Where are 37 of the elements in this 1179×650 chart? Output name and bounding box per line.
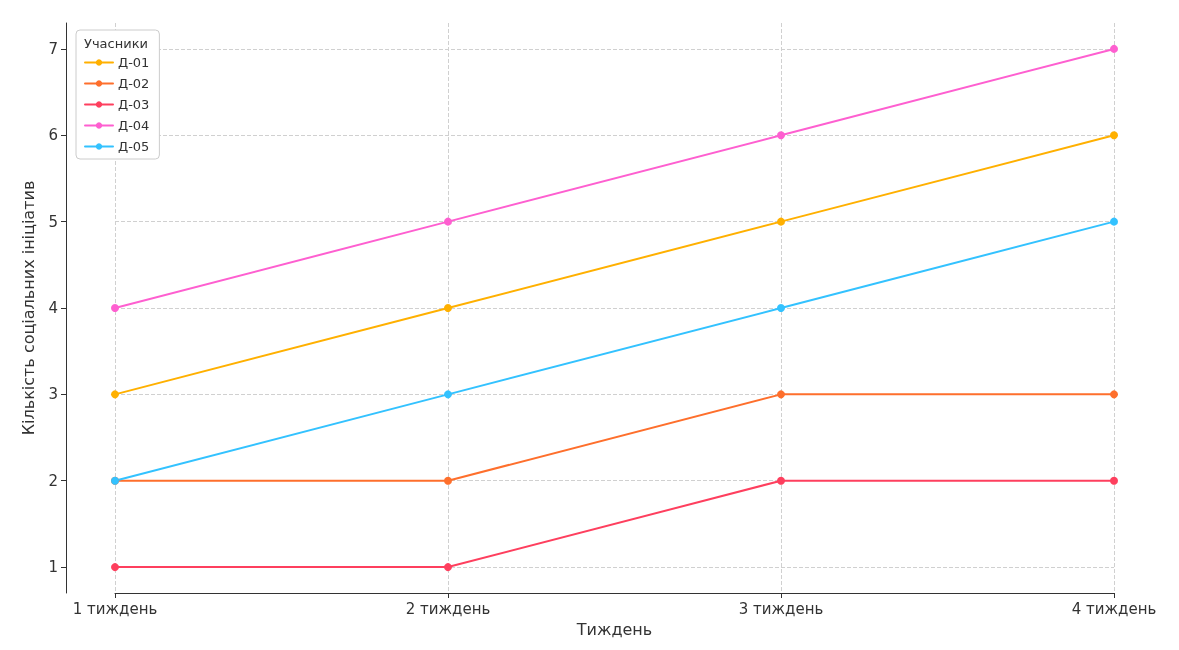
legend-label: Д-03 [118, 97, 150, 112]
point [111, 390, 119, 399]
x-tick-label: 4 тиждень [1071, 599, 1157, 618]
x-tick-label: 1 тиждень [72, 599, 158, 618]
point [444, 476, 452, 485]
y-tick-label: 1 [48, 558, 58, 577]
point [111, 304, 119, 312]
point [111, 563, 119, 572]
y-tick-label: 3 [48, 385, 58, 404]
y-tick-label: 4 [48, 299, 58, 317]
y-tick-label: 6 [48, 126, 58, 145]
y-axis-title: Кількість соціальних ініціатив [18, 180, 38, 436]
x-tick-label: 2 тиждень [405, 599, 491, 618]
y-tick-label: 5 [48, 212, 58, 231]
legend-label: Д-01 [118, 55, 150, 70]
x-axis-title: Тиждень [575, 619, 653, 639]
point [777, 217, 785, 226]
legend-title: Учасники [84, 36, 148, 51]
y-tick-label: 7 [48, 39, 58, 58]
point [444, 217, 452, 226]
point [1110, 44, 1118, 53]
legend-label: Д-02 [118, 76, 150, 91]
point [777, 390, 785, 399]
point [444, 304, 452, 312]
legend-label: Д-04 [118, 118, 150, 133]
point [1110, 390, 1118, 399]
y-tick-label: 2 [48, 471, 58, 490]
point [777, 304, 785, 312]
legend-label: Д-05 [118, 139, 150, 154]
point [1110, 476, 1118, 485]
point [444, 390, 452, 399]
point [777, 131, 785, 140]
point [1110, 131, 1118, 140]
point [1110, 217, 1118, 226]
x-tick-label: 3 тиждень [738, 599, 824, 618]
point [777, 476, 785, 485]
point [444, 563, 452, 572]
